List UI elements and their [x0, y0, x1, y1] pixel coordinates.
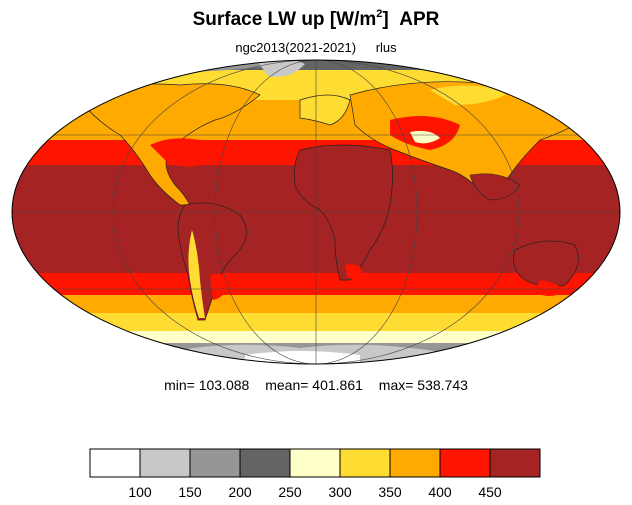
subtitle-variable: rlus [375, 40, 397, 55]
colorbar-tick-label: 200 [228, 484, 252, 500]
stat-min: min= 103.088 [164, 377, 250, 393]
title-month: APR [399, 9, 440, 30]
colorbar-swatch [89, 448, 141, 478]
colorbar-swatch [189, 448, 241, 478]
colorbar-tick-label: 300 [328, 484, 352, 500]
chart-title: Surface LW up [W/m2] APR [0, 8, 632, 31]
europe [299, 94, 351, 126]
colorbar-tick-label: 250 [278, 484, 302, 500]
statistics-line: min= 103.088 mean= 401.861 max= 538.743 [0, 377, 632, 393]
tibet-cold [410, 130, 440, 144]
colorbar-swatch [389, 448, 441, 478]
title-main: Surface LW up [W/m [192, 9, 377, 30]
stat-mean: mean= 401.861 [265, 377, 363, 393]
chart-subtitle: ngc2013(2021-2021) rlus [0, 40, 632, 55]
title-after-superscript: ] [382, 9, 389, 30]
subtitle-dataset: ngc2013(2021-2021) [235, 40, 357, 55]
africa [293, 144, 393, 281]
australia [513, 240, 579, 287]
colorbar-swatch [139, 448, 191, 478]
colorbar-tick-label: 350 [378, 484, 402, 500]
argentina-warm [210, 273, 232, 300]
graticule [12, 60, 620, 364]
andes [188, 230, 205, 318]
colorbar-swatch [489, 448, 541, 478]
colorbar-swatch [339, 448, 391, 478]
colorbar-swatch [239, 448, 291, 478]
colorbar-tick-label: 450 [478, 484, 502, 500]
globe-outline [11, 59, 621, 365]
colorbar-swatch [289, 448, 341, 478]
colorbar-tick-label: 150 [178, 484, 202, 500]
stat-max: max= 538.743 [378, 377, 468, 393]
colorbar-tick-label: 400 [428, 484, 452, 500]
title-superscript: 2 [376, 8, 383, 20]
southeast-asia [469, 173, 521, 201]
antarctica-white [245, 351, 360, 364]
usa-warm [150, 138, 208, 167]
siberia [430, 85, 510, 105]
colorbar-swatch [439, 448, 491, 478]
south-africa-warm [345, 264, 362, 279]
australia-south [535, 280, 565, 296]
colorbar-tick-label: 100 [128, 484, 152, 500]
